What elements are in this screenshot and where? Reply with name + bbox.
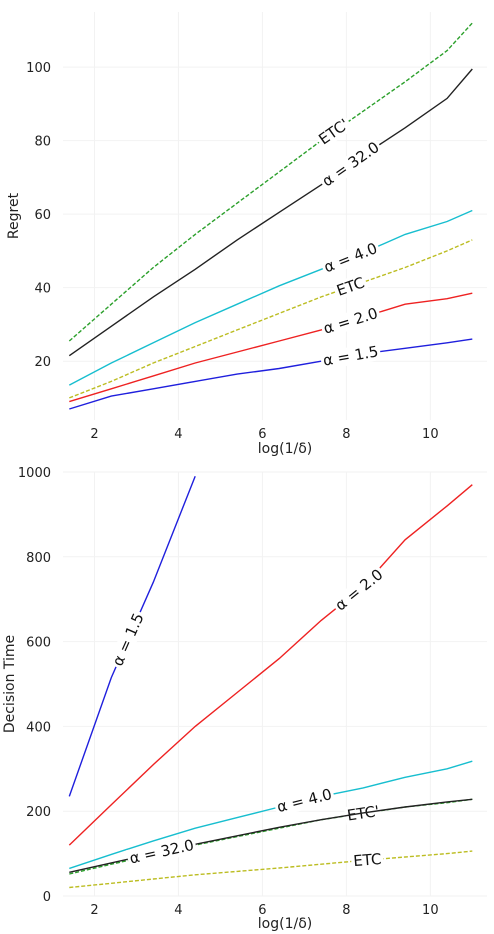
series-label: α = 1.5 [109,610,148,668]
series-label-bg [107,608,149,671]
series-label: α = 2.0 [332,565,387,614]
series-label: ETC [353,850,383,870]
series-label-bg [317,136,385,192]
x-axis-label: log(1/δ) [258,441,312,457]
y-tick-label: 200 [26,805,51,820]
series-label-bg [319,303,382,339]
y-axis-label: Decision Time [2,635,18,733]
y-tick-label: 60 [34,208,51,223]
series-line-4 [69,239,473,399]
x-tick-label: 2 [90,427,98,442]
x-axis-label: log(1/δ) [258,916,312,932]
y-tick-label: 600 [26,636,51,651]
series-label: α = 32.0 [128,836,196,868]
series-line-6 [69,850,473,889]
series-line-1 [68,22,473,342]
series-label-group: α = 2.0 [330,564,388,616]
x-tick-label: 10 [422,903,439,918]
series-label-group: α = 4.0 [273,784,336,817]
x-tick-label: 2 [90,903,98,918]
series-label-bg [319,238,382,278]
series-label-bg [273,784,336,817]
y-tick-label: 0 [43,890,51,905]
x-tick-label: 10 [422,427,439,442]
series-line-2 [68,68,473,357]
series-label: α = 2.0 [321,304,380,338]
y-tick-label: 100 [26,61,51,76]
series-label-bg [330,564,388,616]
x-tick-label: 8 [342,903,350,918]
x-tick-label: 6 [258,903,266,918]
series-label-group: ETC [332,272,369,301]
y-tick-label: 400 [26,720,51,735]
y-axis-label: Regret [6,192,22,239]
series-label-group: α = 4.0 [319,238,382,278]
series-label-group: α = 1.5 [319,341,382,371]
x-tick-label: 4 [174,427,182,442]
series-label-group: α = 2.0 [319,303,382,339]
y-tick-label: 800 [26,551,51,566]
series-label: ETC [334,273,367,299]
series-line-5 [69,292,473,403]
chart-panel-2: 2 4 6 8 10 0 200 400 600 800 1000 log(1/δ) Decision … [2,466,487,932]
series-line-2 [68,484,473,846]
x-tick-label: 6 [258,427,266,442]
series-label-group: α = 1.5 [107,608,149,671]
series-label-group: α = 32.0 [125,835,198,868]
y-tick-label: 20 [34,355,51,370]
series-label: α = 1.5 [322,342,380,369]
y-tick-label: 40 [34,282,51,297]
series-line-3 [68,209,473,386]
x-tick-label: 4 [174,903,182,918]
series-label: α = 4.0 [321,239,380,276]
series-label-group: ETC' [313,114,354,150]
series-label-bg [125,835,198,868]
series-label-bg [350,849,385,871]
series-label-bg [332,272,369,301]
series-line-6 [69,338,473,410]
series-label-bg [319,341,382,371]
y-tick-label: 1000 [18,466,51,481]
series-label-bg [313,114,354,150]
series-label-group: ETC [350,849,385,871]
x-tick-label: 8 [342,427,350,442]
y-tick-label: 80 [34,135,51,150]
